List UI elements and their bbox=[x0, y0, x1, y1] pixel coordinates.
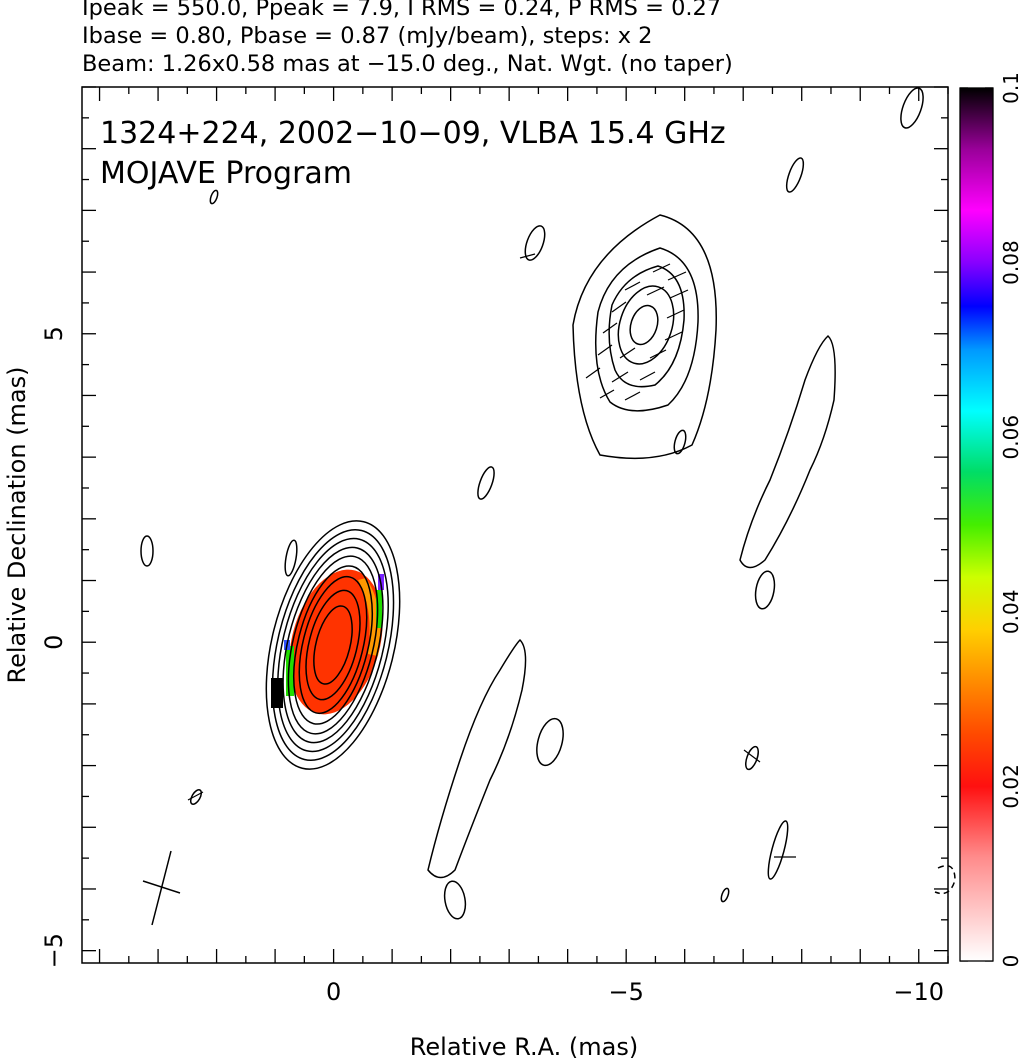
colorbar-tick-label: 0.08 bbox=[999, 240, 1022, 285]
noise-11 bbox=[900, 87, 924, 129]
noise-8 bbox=[443, 880, 467, 920]
x-tick-label: −10 bbox=[893, 978, 944, 1006]
colorbar-frame bbox=[959, 87, 994, 962]
y-tick-label: 0 bbox=[40, 635, 68, 650]
plot-frame bbox=[81, 86, 949, 964]
noise-5 bbox=[477, 466, 495, 500]
chart-title-line-1: 1324+224, 2002−10−09, VLBA 15.4 GHz bbox=[100, 116, 726, 151]
colorbar-tick-label: 0 bbox=[999, 955, 1022, 968]
colorbar-tick-labels: 0 0.02 0.04 0.06 0.08 0.1 bbox=[999, 72, 1022, 967]
core-contour-5 bbox=[287, 555, 379, 735]
noise-7 bbox=[536, 717, 564, 767]
restoring-beam-marker bbox=[142, 850, 181, 926]
core-contour-4 bbox=[282, 546, 384, 744]
core-contour-3 bbox=[277, 537, 389, 753]
y-tick-label: 5 bbox=[40, 326, 68, 341]
header-line-1: Ipeak = 550.0, Ppeak = 7.9, I RMS = 0.24… bbox=[82, 0, 722, 21]
core-contour-1 bbox=[265, 520, 401, 770]
core-fill-orange-edge bbox=[358, 578, 381, 656]
core-contour-6 bbox=[293, 565, 373, 725]
x-tick-label: 0 bbox=[326, 978, 341, 1006]
polarization-vectors bbox=[585, 263, 689, 401]
colorbar-scale bbox=[960, 88, 993, 961]
colorbar-tick-label: 0.1 bbox=[999, 72, 1022, 104]
noise-3 bbox=[209, 189, 219, 205]
core-contour-7 bbox=[298, 575, 368, 715]
right-extended-contour bbox=[739, 334, 836, 569]
jet-component-contours bbox=[572, 214, 717, 460]
noise-12 bbox=[189, 789, 203, 805]
lower-jet-contour bbox=[427, 638, 527, 879]
colorbar-tick-label: 0.02 bbox=[999, 764, 1022, 809]
noise-4 bbox=[524, 225, 546, 261]
axis-ticks bbox=[82, 86, 993, 963]
noise-contours bbox=[140, 87, 956, 920]
header-line-3: Beam: 1.26x0.58 mas at −15.0 deg., Nat. … bbox=[82, 51, 733, 77]
core-contour-9 bbox=[313, 605, 353, 685]
jet-contour-5 bbox=[629, 304, 659, 346]
noise-14 bbox=[767, 820, 789, 880]
noise-15 bbox=[720, 887, 730, 903]
jet-contour-1 bbox=[572, 214, 717, 460]
y-tick-label: −5 bbox=[40, 933, 68, 968]
core-contours bbox=[265, 520, 401, 770]
noise-9 bbox=[754, 570, 776, 610]
y-axis-label: Relative Declination (mas) bbox=[3, 366, 31, 683]
noise-1 bbox=[140, 535, 154, 567]
jet-contour-4 bbox=[617, 285, 675, 365]
noise-vector-marks bbox=[187, 253, 796, 858]
beam-minor-axis bbox=[142, 880, 181, 894]
axis-tick-labels: 0 −5 −10 −5 0 5 bbox=[40, 326, 944, 1006]
x-tick-label: −5 bbox=[608, 978, 643, 1006]
header-line-2: Ibase = 0.80, Pbase = 0.87 (mJy/beam), s… bbox=[82, 23, 653, 49]
noise-10 bbox=[785, 157, 805, 193]
noise-2 bbox=[284, 539, 298, 577]
core-contour-2 bbox=[271, 528, 395, 762]
colorbar-tick-label: 0.04 bbox=[999, 590, 1022, 635]
core-contour-8 bbox=[305, 589, 361, 701]
jet-contour-2 bbox=[594, 247, 699, 412]
core-fill-black-left bbox=[271, 678, 283, 708]
colorbar-tick-label: 0.06 bbox=[999, 415, 1022, 460]
noise-13 bbox=[745, 745, 759, 771]
chart-title-line-2: MOJAVE Program bbox=[100, 156, 352, 191]
x-axis-label: Relative R.A. (mas) bbox=[410, 1033, 638, 1061]
noise-6 bbox=[673, 429, 687, 455]
core-fill-green-left bbox=[286, 646, 294, 696]
jet-contour-3 bbox=[608, 265, 685, 388]
core-fill-green-edge bbox=[376, 590, 382, 628]
beam-major-axis bbox=[151, 850, 172, 926]
